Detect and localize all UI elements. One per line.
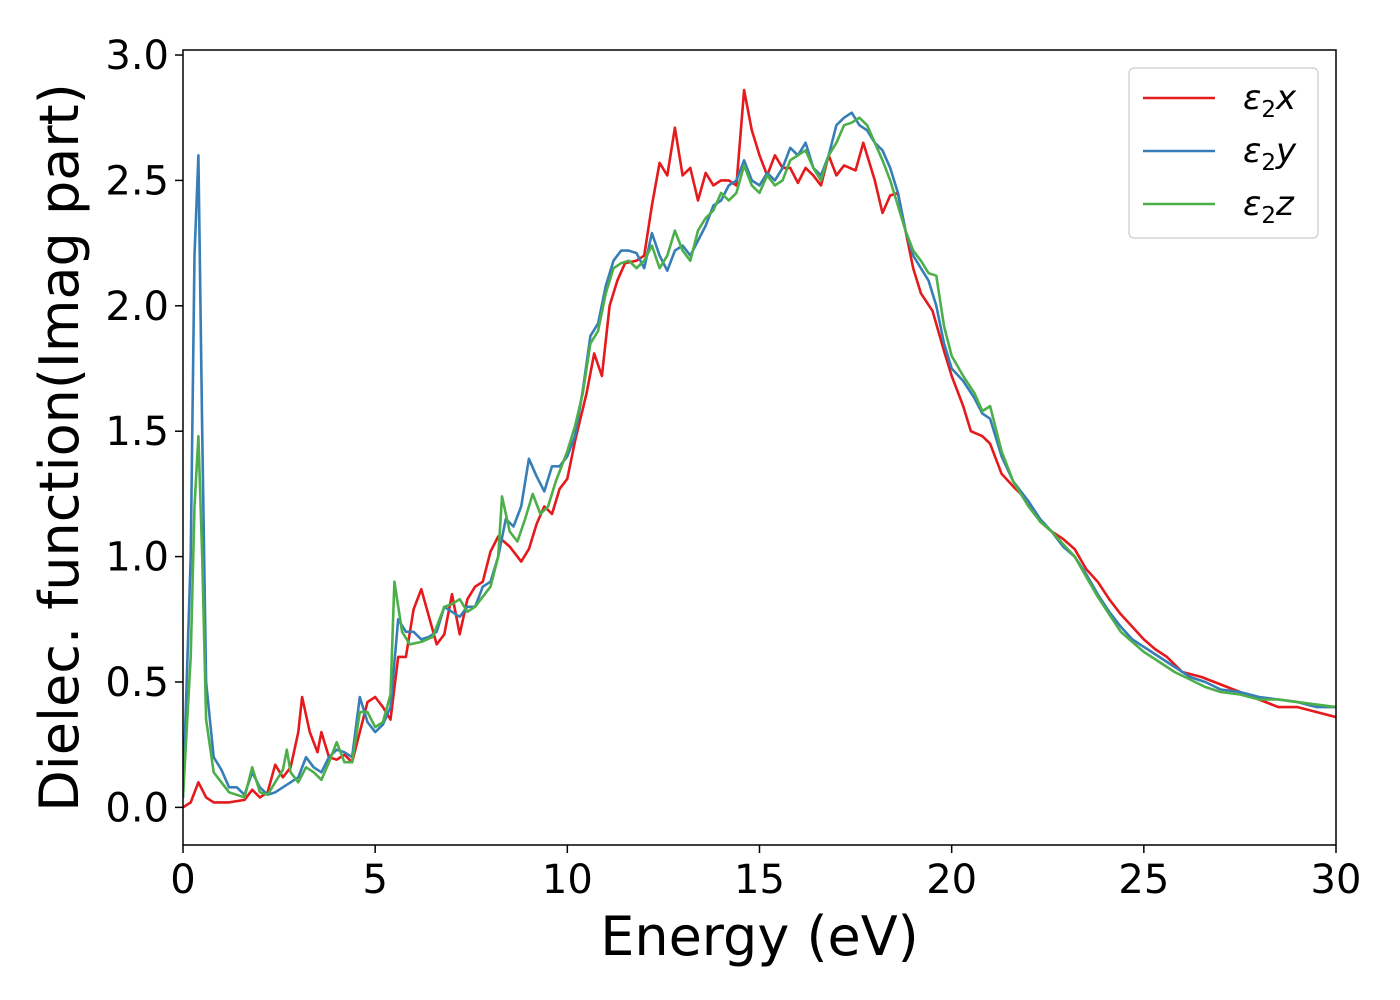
x-tick-label: 10 [542, 857, 593, 903]
y-tick-label: 0.0 [105, 785, 169, 831]
y-tick-label: 0.5 [105, 660, 169, 706]
y-axis-ticks: 0.0 0.5 1.0 1.5 2.0 2.5 3.0 [105, 33, 183, 831]
legend-label-3: ε2z [1243, 184, 1295, 229]
legend-subscript: 2 [1261, 97, 1276, 123]
x-tick-label: 0 [170, 857, 195, 903]
x-tick-label: 5 [362, 857, 387, 903]
y-tick-label: 3.0 [105, 33, 169, 79]
legend-axis: z [1275, 184, 1295, 224]
legend-subscript: 2 [1261, 203, 1276, 229]
x-axis-ticks: 0 5 10 15 20 25 30 [170, 845, 1361, 903]
legend-subscript: 2 [1261, 150, 1276, 176]
x-tick-label: 20 [926, 857, 977, 903]
series-layer [183, 88, 1336, 809]
legend-label-2: ε2y [1243, 131, 1297, 176]
legend-symbol: ε [1243, 184, 1261, 224]
x-tick-label: 25 [1118, 857, 1169, 903]
y-tick-label: 2.5 [105, 158, 169, 204]
legend-label-1: ε2x [1243, 78, 1297, 123]
y-axis-label: Dielec. function(Imag part) [28, 83, 91, 812]
x-tick-label: 30 [1311, 857, 1362, 903]
legend-symbol: ε [1243, 131, 1261, 171]
x-axis-label: Energy (eV) [600, 905, 919, 968]
legend-box [1128, 67, 1319, 239]
y-tick-label: 1.0 [105, 535, 169, 581]
y-tick-label: 1.5 [105, 409, 169, 455]
legend-symbol: ε [1243, 78, 1261, 118]
y-tick-label: 2.0 [105, 284, 169, 330]
legend-axis: x [1275, 78, 1297, 118]
series-line-3 [183, 116, 1336, 799]
x-tick-label: 15 [734, 857, 785, 903]
legend-axis: y [1275, 131, 1297, 171]
